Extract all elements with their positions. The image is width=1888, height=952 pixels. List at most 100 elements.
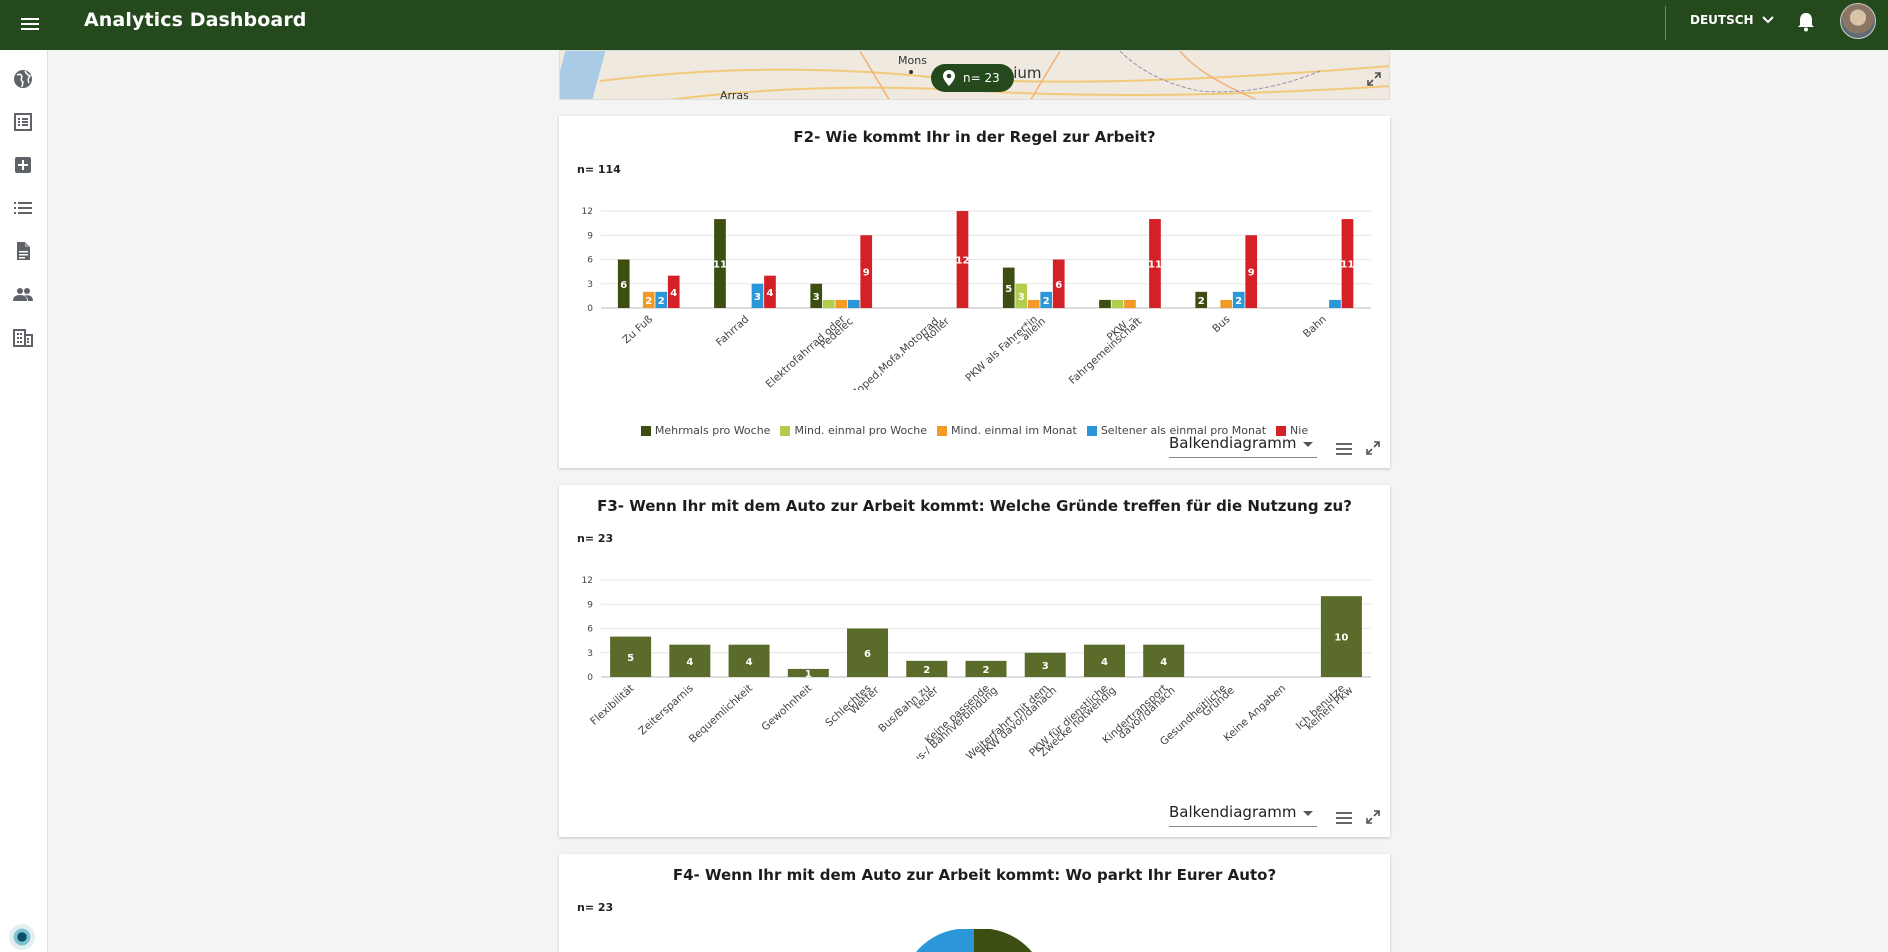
bar-value-label: 4 xyxy=(686,657,693,668)
user-avatar[interactable] xyxy=(1840,3,1876,39)
chart-title: F2- Wie kommt Ihr in der Regel zur Arbei… xyxy=(793,128,1156,146)
y-tick-label: 6 xyxy=(587,625,593,635)
bar-value-label: 4 xyxy=(670,288,677,299)
app-title: Analytics Dashboard xyxy=(84,9,307,31)
legend-item[interactable]: Mind. einmal pro Woche xyxy=(780,424,927,437)
main-content: Mons Arras Belgium n= 23 F2- Wie kommt I… xyxy=(48,50,1888,952)
building-icon[interactable] xyxy=(12,326,34,348)
x-category-label: Zeitersparnis xyxy=(636,682,695,737)
chevron-down-icon xyxy=(1761,16,1774,24)
legend-label: Mind. einmal pro Woche xyxy=(794,424,927,437)
bar-value-label: 2 xyxy=(1235,296,1242,307)
bar xyxy=(1232,291,1245,308)
bar xyxy=(1083,644,1125,677)
x-category-label: Bequemlichkeit xyxy=(687,682,755,745)
bar xyxy=(667,275,680,308)
bar xyxy=(655,291,668,308)
bar-value-label: 2 xyxy=(983,665,990,676)
app-header: Analytics Dashboard DEUTSCH xyxy=(0,0,1888,50)
legend-swatch xyxy=(937,425,947,436)
bar-value-label: 6 xyxy=(864,649,871,660)
bar-value-label: 2 xyxy=(1043,296,1050,307)
legend-label: Nie xyxy=(1290,424,1309,437)
bar xyxy=(642,291,655,308)
bar xyxy=(906,660,948,677)
x-category-label: Fahrrad xyxy=(714,313,752,348)
bell-icon[interactable] xyxy=(1797,12,1815,32)
sample-size-badge[interactable]: n= 23 xyxy=(931,64,1014,92)
x-category-label: Bus/Bahn zu xyxy=(876,682,933,735)
bar xyxy=(1329,299,1341,308)
bar-value-label: 10 xyxy=(1334,633,1348,644)
fullscreen-icon[interactable] xyxy=(1365,809,1381,825)
y-tick-label: 0 xyxy=(587,304,593,314)
list-icon[interactable] xyxy=(12,197,34,219)
y-tick-label: 0 xyxy=(587,673,593,683)
bar xyxy=(835,299,848,308)
y-tick-label: 3 xyxy=(587,280,593,290)
map-place-label: Arras xyxy=(720,89,749,100)
bar xyxy=(1195,291,1208,308)
y-tick-label: 9 xyxy=(587,231,593,241)
globe-icon[interactable] xyxy=(12,68,34,90)
bar xyxy=(810,283,823,308)
legend-item[interactable]: Seltener als einmal pro Monat xyxy=(1086,424,1266,437)
bar xyxy=(956,211,969,308)
legend-label: Mehrmals pro Woche xyxy=(654,424,771,437)
chart-type-select[interactable]: Balkendiagramm xyxy=(1169,434,1317,458)
bar xyxy=(1320,596,1362,677)
bar-value-label: 12 xyxy=(956,256,970,267)
y-tick-label: 9 xyxy=(587,600,593,610)
bar-value-label: 9 xyxy=(863,268,870,279)
bar xyxy=(1143,644,1185,677)
menu-icon[interactable] xyxy=(18,12,42,36)
y-tick-label: 3 xyxy=(587,649,593,659)
bar xyxy=(847,628,889,677)
bar xyxy=(1015,283,1028,308)
bar xyxy=(764,275,776,308)
fullscreen-icon[interactable] xyxy=(1366,71,1382,87)
map-view[interactable]: Mons Arras Belgium n= 23 xyxy=(559,50,1390,100)
dropdown-caret-icon xyxy=(1303,811,1313,816)
bar-value-label: 11 xyxy=(1341,260,1355,271)
y-tick-label: 12 xyxy=(582,576,593,586)
bar xyxy=(751,283,764,308)
bar xyxy=(714,219,726,308)
sample-size-label: n= 23 xyxy=(577,532,614,545)
bar xyxy=(860,235,873,308)
bar xyxy=(728,644,770,677)
y-tick-label: 12 xyxy=(582,207,593,217)
bar-value-label: 3 xyxy=(1018,292,1025,303)
bar-value-label: 5 xyxy=(627,653,634,664)
bar xyxy=(1245,235,1258,308)
bar-value-label: 2 xyxy=(645,296,652,307)
legend-item[interactable]: Mind. einmal im Monat xyxy=(937,424,1077,437)
legend-swatch xyxy=(1086,425,1097,436)
document-icon[interactable] xyxy=(12,240,34,262)
bar xyxy=(669,644,711,677)
people-icon[interactable] xyxy=(12,283,34,305)
bar-value-label: 3 xyxy=(813,292,820,303)
fullscreen-icon[interactable] xyxy=(1365,440,1381,456)
menu-lines-icon[interactable] xyxy=(1336,812,1352,824)
legend-item[interactable]: Mehrmals pro Woche xyxy=(640,424,771,437)
bar xyxy=(617,259,630,308)
list-alt-icon[interactable] xyxy=(12,111,34,133)
language-selector[interactable]: DEUTSCH xyxy=(1690,13,1774,27)
add-box-icon[interactable] xyxy=(12,154,34,176)
chart-type-select[interactable]: Balkendiagramm xyxy=(1169,803,1317,827)
bar xyxy=(1341,219,1354,308)
bar xyxy=(1002,267,1015,308)
app-logo xyxy=(9,924,35,950)
bar-value-label: 6 xyxy=(1055,280,1062,291)
bar xyxy=(610,636,652,677)
map-place-label: Mons xyxy=(898,54,927,67)
x-category-label: PKW als Fahrer*in xyxy=(963,313,1040,384)
bar-value-label: 11 xyxy=(1148,260,1162,271)
badge-label: n= 23 xyxy=(963,71,1000,85)
legend-item[interactable]: Nie xyxy=(1276,424,1308,437)
menu-lines-icon[interactable] xyxy=(1336,443,1352,455)
x-category-label: Zu Fuß xyxy=(620,313,655,346)
bar xyxy=(1052,259,1065,308)
